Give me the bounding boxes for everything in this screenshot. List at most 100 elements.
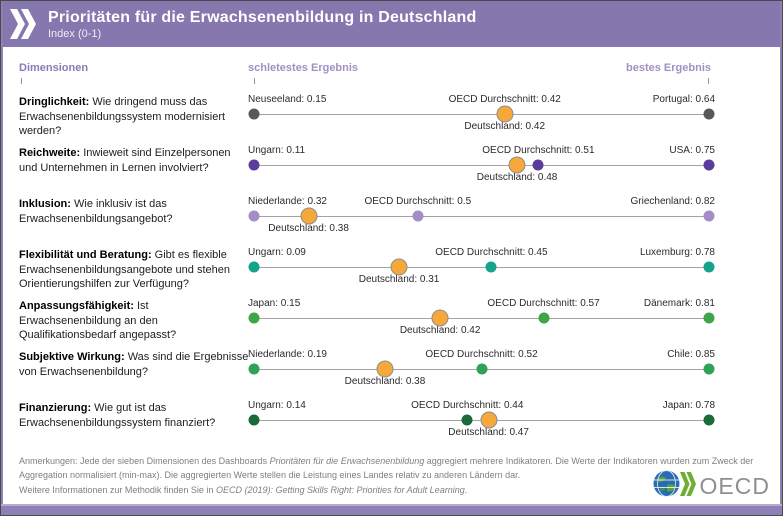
oecd-average-label: OECD Durchschnitt: 0.51 — [482, 145, 595, 156]
column-label-dimensions: Dimensionen — [19, 62, 89, 74]
chart-row: Dringlichkeit: Wie dringend muss das Erw… — [1, 87, 782, 138]
best-country-dot — [703, 108, 715, 120]
best-country-label: USA: 0.75 — [669, 145, 715, 156]
best-country-label: Griechenland: 0.82 — [630, 196, 715, 207]
dimension-question: Gibt es flexible Erwachsenenbildungsange… — [19, 249, 230, 291]
footnote-1: Anmerkungen: Jede der sieben Dimensionen… — [19, 456, 754, 481]
range-line — [254, 267, 709, 268]
footnotes: Anmerkungen: Jede der sieben Dimensionen… — [19, 454, 769, 497]
column-label-worst: schletestes Ergebnis — [248, 62, 359, 74]
chart-row: Flexibilität und Beratung: Gibt es flexi… — [1, 240, 782, 291]
row-plot: Ungarn: 0.11 OECD Durchschnitt: 0.51 Deu… — [248, 138, 715, 189]
worst-country-label: Neuseeland: 0.15 — [248, 94, 327, 105]
best-country-label: Chile: 0.85 — [667, 349, 715, 360]
best-country-label: Dänemark: 0.81 — [643, 298, 715, 309]
germany-dot — [496, 105, 514, 123]
best-country-dot — [703, 210, 715, 222]
range-line — [254, 165, 709, 166]
chart-row: Anpassungsfähigkeit: Ist Erwachsenenbild… — [1, 291, 782, 342]
bottom-strip — [1, 504, 782, 515]
chart-row: Subjektive Wirkung: Was sind die Ergebni… — [1, 342, 782, 393]
dimension-label: Finanzierung: Wie gut ist das Erwachsene… — [19, 401, 249, 430]
best-country-dot — [703, 414, 715, 426]
logo-chevrons-icon — [679, 471, 696, 501]
worst-country-label: Ungarn: 0.09 — [248, 247, 306, 258]
tick-worst — [254, 78, 255, 84]
dimension-name: Flexibilität und Beratung: — [19, 249, 155, 261]
worst-country-label: Japan: 0.15 — [248, 298, 301, 309]
germany-dot — [431, 309, 449, 327]
dimension-label: Reichweite: Inwieweit sind Einzelpersone… — [19, 146, 249, 175]
row-plot: Neuseeland: 0.15 OECD Durchschnitt: 0.42… — [248, 87, 715, 138]
oecd-average-dot — [461, 414, 473, 426]
best-country-dot — [703, 312, 715, 324]
germany-dot — [390, 258, 408, 276]
oecd-average-label: OECD Durchschnitt: 0.42 — [448, 94, 561, 105]
row-plot: Niederlande: 0.19 OECD Durchschnitt: 0.5… — [248, 342, 715, 393]
dimension-question: Inwieweit sind Einzelpersonen und Untern… — [19, 147, 231, 174]
row-plot: Ungarn: 0.09 OECD Durchschnitt: 0.45 Deu… — [248, 240, 715, 291]
oecd-average-dot — [485, 261, 497, 273]
dimension-label: Anpassungsfähigkeit: Ist Erwachsenenbild… — [19, 299, 249, 343]
dimension-name: Dringlichkeit: — [19, 96, 93, 108]
best-country-label: Luxemburg: 0.78 — [639, 247, 715, 258]
chart-row: Inklusion: Wie inklusiv ist das Erwachse… — [1, 189, 782, 240]
worst-country-dot — [248, 159, 260, 171]
dimension-question: Wie dringend muss das Erwachsenenbildung… — [19, 96, 226, 138]
dimension-question: Wie gut ist das Erwachsenenbildungssyste… — [19, 402, 216, 429]
logo-wordmark: OECD — [699, 472, 770, 499]
worst-country-dot — [248, 414, 260, 426]
worst-country-dot — [248, 312, 260, 324]
row-plot: Niederlande: 0.32 OECD Durchschnitt: 0.5… — [248, 189, 715, 240]
globe-icon — [653, 470, 680, 502]
row-plot: Ungarn: 0.14 OECD Durchschnitt: 0.44 Deu… — [248, 393, 715, 444]
page-subtitle: Index (0-1) — [48, 27, 102, 40]
oecd-average-label: OECD Durchschnitt: 0.44 — [411, 400, 524, 411]
germany-label: Deutschland: 0.38 — [268, 223, 349, 234]
worst-country-label: Ungarn: 0.14 — [248, 400, 306, 411]
oecd-average-dot — [412, 210, 424, 222]
germany-label: Deutschland: 0.42 — [399, 325, 481, 336]
chart-row: Finanzierung: Wie gut ist das Erwachsene… — [1, 393, 782, 444]
worst-country-dot — [248, 261, 260, 273]
best-country-label: Portugal: 0.64 — [652, 94, 715, 105]
dimension-question: Was sind die Ergebnisse von Erwachsenenb… — [19, 351, 249, 378]
germany-label: Deutschland: 0.48 — [476, 172, 558, 183]
oecd-average-label: OECD Durchschnitt: 0.57 — [487, 298, 600, 309]
worst-country-dot — [248, 108, 260, 120]
range-line — [254, 114, 709, 115]
worst-country-label: Ungarn: 0.11 — [248, 145, 306, 156]
oecd-average-dot — [476, 363, 487, 375]
worst-country-dot — [248, 210, 260, 222]
footnote-2: Weitere Informationen zur Methodik finde… — [19, 484, 468, 495]
dimension-name: Anpassungsfähigkeit: — [19, 300, 137, 312]
dimension-label: Inklusion: Wie inklusiv ist das Erwachse… — [19, 197, 249, 226]
oecd-average-label: OECD Durchschnitt: 0.52 — [425, 349, 538, 360]
germany-dot — [376, 360, 394, 378]
chart-rows: Dringlichkeit: Wie dringend muss das Erw… — [1, 87, 782, 444]
column-label-best: bestes Ergebnis — [626, 62, 711, 74]
dimension-name: Subjektive Wirkung: — [19, 351, 128, 363]
worst-country-dot — [248, 363, 260, 375]
oecd-average-label: OECD Durchschnitt: 0.5 — [364, 196, 472, 207]
left-border — [1, 1, 3, 515]
range-line — [254, 318, 709, 319]
germany-label: Deutschland: 0.42 — [464, 121, 546, 132]
dimension-label: Dringlichkeit: Wie dringend muss das Erw… — [19, 95, 249, 139]
dimension-label: Flexibilität und Beratung: Gibt es flexi… — [19, 248, 249, 292]
range-line — [254, 216, 709, 217]
tick-dimensions — [21, 78, 22, 84]
germany-dot — [480, 411, 498, 429]
best-country-label: Japan: 0.78 — [662, 400, 715, 411]
oecd-chevrons-icon — [10, 9, 38, 39]
best-country-dot — [703, 159, 715, 171]
worst-country-label: Niederlande: 0.32 — [248, 196, 327, 207]
best-country-dot — [703, 261, 715, 273]
oecd-average-dot — [532, 159, 544, 171]
dimension-name: Finanzierung: — [19, 402, 95, 414]
row-plot: Japan: 0.15 OECD Durchschnitt: 0.57 Deut… — [248, 291, 715, 342]
germany-dot — [300, 207, 318, 225]
germany-label: Deutschland: 0.31 — [358, 274, 440, 285]
chart-row: Reichweite: Inwieweit sind Einzelpersone… — [1, 138, 782, 189]
germany-dot — [508, 156, 526, 174]
